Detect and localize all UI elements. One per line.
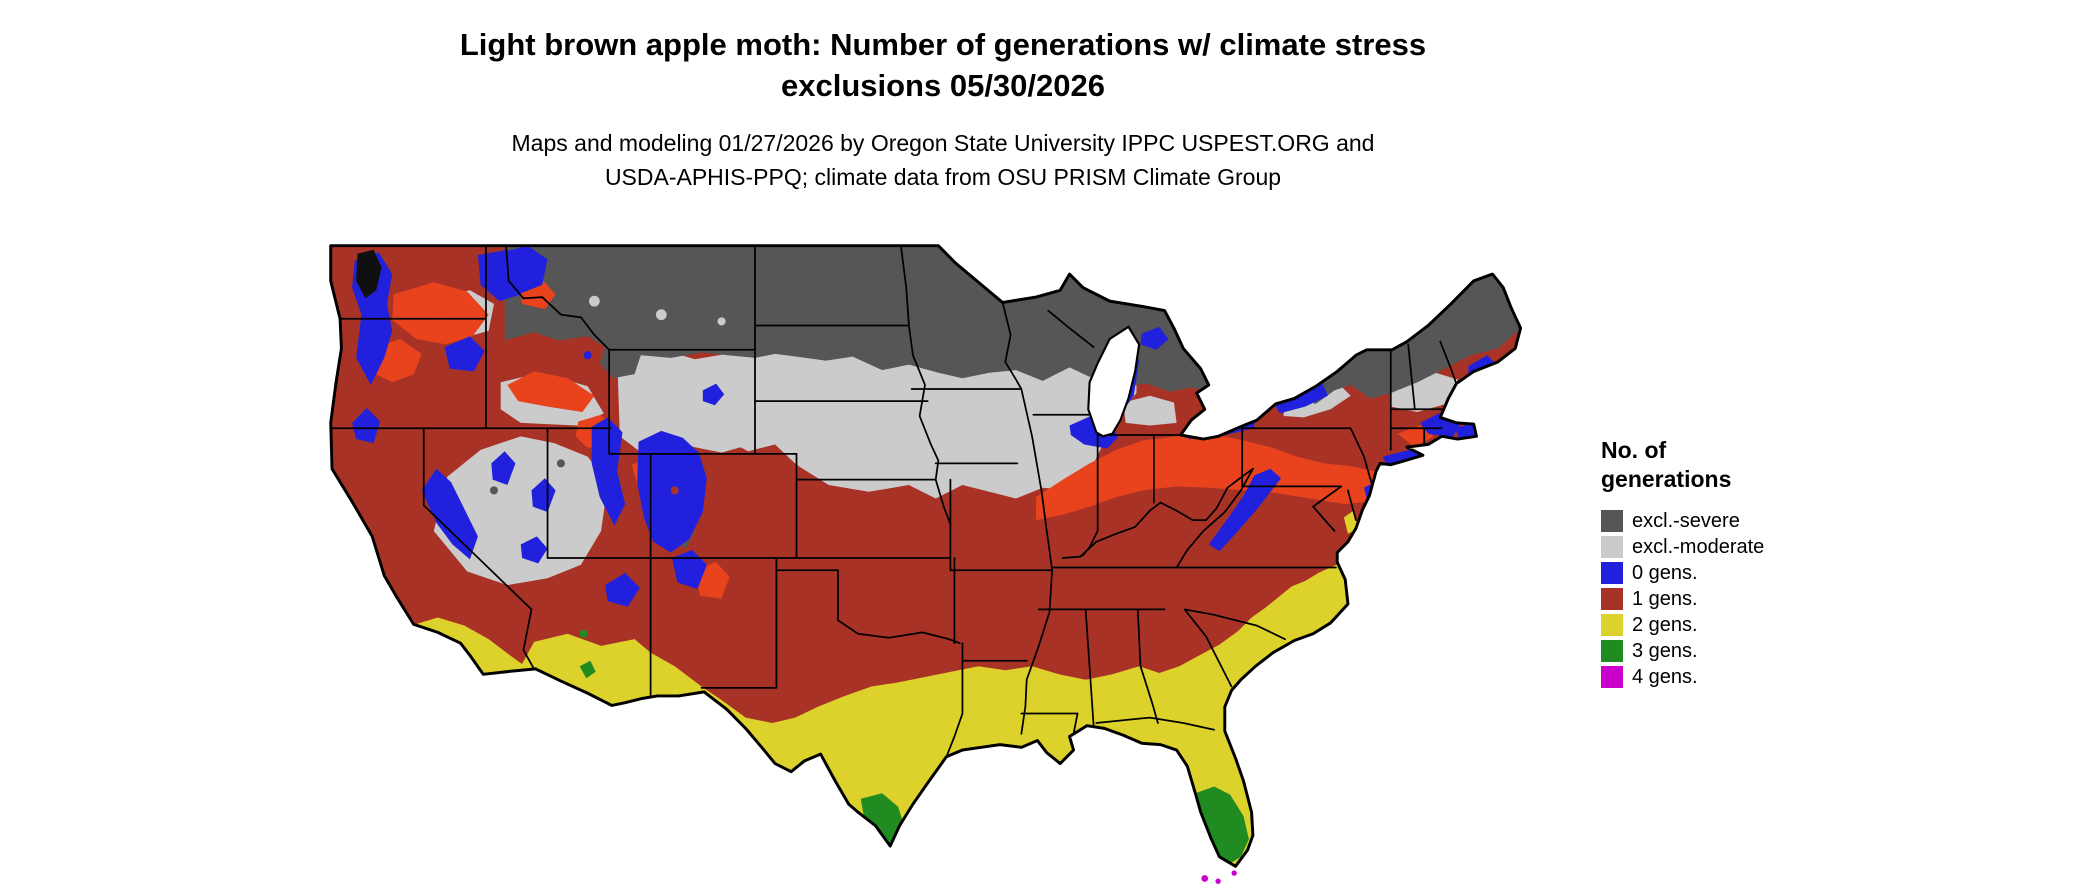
region-3-gens-south-texas — [860, 793, 905, 847]
legend-item-gens-0: 0 gens. — [1601, 560, 1764, 586]
lake-michigan — [1087, 325, 1141, 438]
legend-title-line2: generations — [1601, 466, 1732, 492]
region-3-gens-arizona-speck — [579, 660, 596, 679]
legend-swatch-gens-0 — [1601, 562, 1623, 584]
legend-title-line1: No. of — [1601, 437, 1667, 463]
figure-subtitle: Maps and modeling 01/27/2026 by Oregon S… — [0, 126, 1886, 194]
legend-swatch-excl-severe — [1601, 510, 1623, 532]
legend-swatch-excl-moderate — [1601, 536, 1623, 558]
legend-item-gens-3: 3 gens. — [1601, 638, 1764, 664]
legend-item-gens-2: 2 gens. — [1601, 612, 1764, 638]
legend-item-excl-moderate: excl.-moderate — [1601, 534, 1764, 560]
legend-swatch-gens-3 — [1601, 640, 1623, 662]
legend-label: excl.-moderate — [1632, 535, 1765, 558]
region-0-gens-montana-west — [500, 245, 548, 295]
region-excl-moderate-great-basin — [433, 436, 608, 586]
region-0-gens-wyoming-speck — [702, 383, 725, 406]
region-0-gens-wasatch — [591, 417, 626, 526]
figure-subtitle-line2: USDA-APHIS-PPQ; climate data from OSU PR… — [604, 164, 1282, 190]
legend-label: 4 gens. — [1632, 665, 1698, 688]
region-excl-moderate-wyoming — [617, 347, 755, 453]
region-0-gens-blue-mtns — [444, 336, 485, 372]
region-0-gens-nca-coastrange — [352, 407, 381, 444]
legend-swatch-gens-2 — [1601, 614, 1623, 636]
legend-swatch-gens-1 — [1601, 588, 1623, 610]
puget-sound — [356, 249, 382, 299]
region-0-gens-nm-north — [672, 549, 707, 590]
raster-speckles — [436, 295, 726, 495]
region-0-gens-appalachians — [1208, 468, 1282, 552]
region-4-gens-keys — [1201, 870, 1237, 884]
region-0-gens-ontario-shore — [1274, 383, 1328, 414]
figure-title: Light brown apple moth: Number of genera… — [0, 24, 1886, 106]
region-0-gens-sierra — [421, 468, 478, 560]
region-0-gens-nevada-south — [520, 536, 548, 564]
region-excl-moderate-michigan — [1123, 395, 1177, 426]
legend-label: 0 gens. — [1632, 561, 1698, 584]
us-outline — [329, 244, 1523, 868]
figure-title-line2: exclusions 05/30/2026 — [780, 68, 1105, 103]
legend: No. of generations excl.-severe excl.-mod… — [1601, 436, 1764, 690]
region-0-gens-nevada-b — [531, 478, 556, 513]
region-transition-midwest-band — [1036, 433, 1375, 521]
state-borders — [330, 245, 1458, 758]
region-0-gens-michigan-north — [1140, 326, 1169, 350]
legend-items: excl.-severe excl.-moderate 0 gens. 1 gens.… — [1601, 508, 1764, 690]
legend-label: 1 gens. — [1632, 587, 1698, 610]
legend-item-gens-4: 4 gens. — [1601, 664, 1764, 690]
legend-item-excl-severe: excl.-severe — [1601, 508, 1764, 534]
region-0-gens-mogollon — [605, 572, 640, 607]
region-3-gens-speck — [579, 629, 588, 638]
region-3-gens-florida — [1194, 786, 1249, 865]
region-0-gens-nevada-a — [491, 451, 516, 486]
legend-label: 3 gens. — [1632, 639, 1698, 662]
map-raster-regions — [330, 245, 1521, 867]
legend-label: 2 gens. — [1632, 613, 1698, 636]
figure-subtitle-line1: Maps and modeling 01/27/2026 by Oregon S… — [511, 130, 1375, 156]
region-excl-severe-yellowstone — [599, 338, 642, 379]
legend-swatch-gens-4 — [1601, 666, 1623, 688]
figure-title-line1: Light brown apple moth: Number of genera… — [459, 27, 1427, 62]
region-transition-snake-plain — [507, 371, 595, 412]
us-generations-map — [329, 244, 1523, 884]
legend-title: No. of generations — [1601, 436, 1764, 494]
legend-label: excl.-severe — [1632, 509, 1740, 532]
legend-item-gens-1: 1 gens. — [1601, 586, 1764, 612]
